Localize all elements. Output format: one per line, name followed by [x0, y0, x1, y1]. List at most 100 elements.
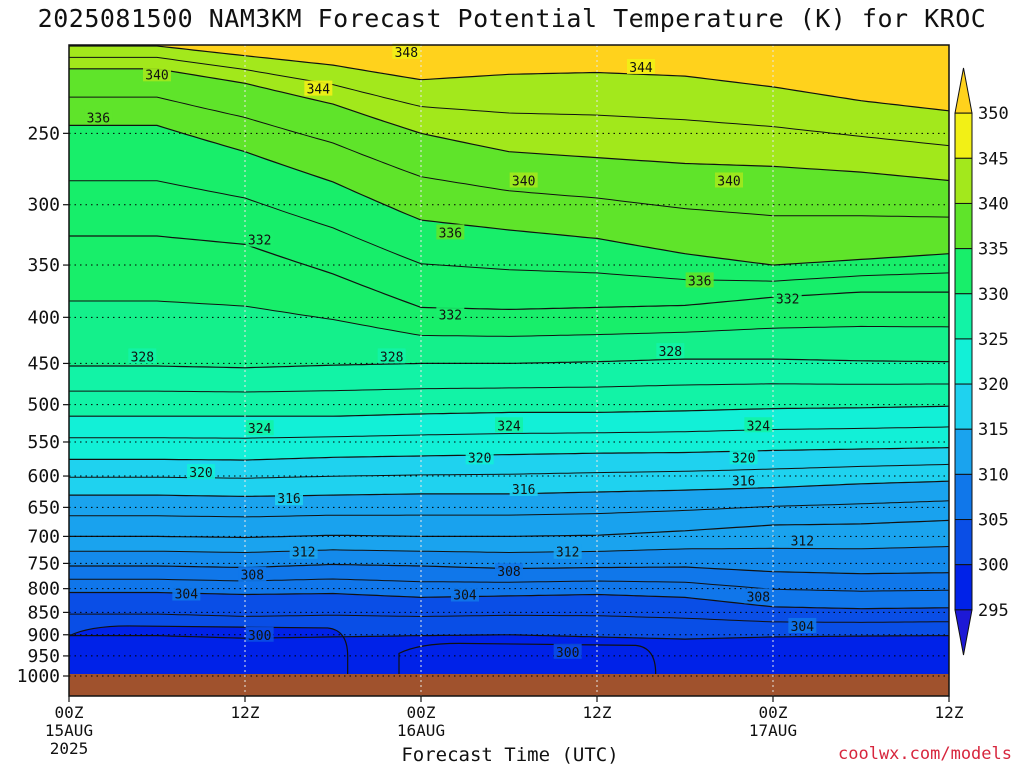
- contour-label-340: 340: [512, 174, 535, 189]
- low-theta-region-0: [69, 625, 349, 677]
- y-tick-label-1000: 1000: [17, 666, 60, 687]
- colorbar-swatch-6: [954, 338, 973, 385]
- contour-label-336: 336: [87, 111, 110, 126]
- filled-contour-bands: [69, 45, 949, 696]
- contour-label-bg-3: [451, 586, 479, 602]
- contour-line-310: [69, 546, 949, 554]
- contour-label-bg-27: [436, 224, 465, 240]
- contour-line-316: [69, 480, 949, 498]
- contour-label-340: 340: [717, 174, 740, 189]
- x-tick-date-4: 17AUG: [749, 721, 797, 740]
- band-mid-310: [69, 546, 949, 574]
- colorbar-label-325: 325: [978, 330, 1009, 350]
- contour-label-bg-2: [172, 585, 201, 601]
- contour-line-320: [69, 447, 949, 461]
- colorbar-swatch-11: [954, 564, 973, 611]
- contour-line-324: [69, 405, 949, 417]
- contour-lines: [69, 45, 949, 640]
- low-theta-region-1: [398, 642, 657, 677]
- contour-label-bg-1: [553, 643, 582, 659]
- contour-label-308: 308: [747, 590, 770, 605]
- y-tick-label-850: 850: [27, 602, 60, 623]
- contour-label-304: 304: [175, 588, 199, 603]
- contour-label-308: 308: [241, 569, 264, 584]
- contour-label-336: 336: [439, 226, 462, 241]
- x-tick-label-0: 00Z: [55, 703, 84, 722]
- contour-line-338: [69, 96, 949, 218]
- contour-line-318: [69, 463, 949, 479]
- x-tick-label-1: 12Z: [231, 703, 260, 722]
- y-tick-label-600: 600: [27, 466, 60, 487]
- x-tick-label-3: 12Z: [583, 703, 612, 722]
- contour-label-304: 304: [453, 588, 477, 603]
- colorbar-swatch-9: [954, 473, 973, 521]
- colorbar-extend-bottom: [954, 609, 973, 656]
- contour-label-bg-16: [729, 449, 758, 465]
- contour-label-bg-21: [377, 348, 406, 364]
- colorbar-swatch-1: [954, 112, 973, 159]
- contour-line-304: [69, 591, 949, 610]
- contour-line-340: [69, 68, 949, 182]
- colorbar-swatch-3: [954, 202, 973, 250]
- contour-label-bg-22: [656, 343, 685, 359]
- band-mid-314: [69, 500, 949, 538]
- contour-label-bg-18: [495, 417, 523, 433]
- y-tick-label-750: 750: [27, 553, 60, 574]
- y-tick-label-350: 350: [27, 255, 60, 276]
- y-tick-label-800: 800: [27, 579, 60, 600]
- x-tick-label-4: 00Z: [759, 703, 788, 722]
- band-mid-342: [69, 57, 949, 181]
- y-tick-label-550: 550: [27, 432, 60, 453]
- colorbar-swatch-10: [954, 519, 973, 566]
- contour-label-bg-6: [495, 563, 523, 579]
- contour-label-bg-4: [788, 617, 817, 633]
- x-tick-date-0: 15AUG: [45, 721, 93, 740]
- contour-label-bg-12: [509, 480, 538, 496]
- contour-label-328: 328: [131, 350, 154, 365]
- contour-label-bg-29: [143, 66, 171, 82]
- band-mid-338: [69, 97, 949, 266]
- credit-link[interactable]: coolwx.com/models: [838, 744, 1012, 764]
- colorbar-label-340: 340: [978, 194, 1009, 214]
- colorbar-swatch-2: [954, 157, 973, 204]
- contour-label-bg-24: [436, 306, 465, 322]
- ground-strip: [69, 674, 949, 696]
- contour-label-324: 324: [497, 419, 521, 434]
- plot-frame: [68, 44, 950, 697]
- contour-label-bg-32: [304, 80, 333, 96]
- contour-label-bg-15: [465, 449, 494, 465]
- x-tick-label-2: 00Z: [407, 703, 436, 722]
- contour-label-348: 348: [395, 46, 418, 61]
- colorbar-label-315: 315: [978, 420, 1009, 440]
- x-tick-date-2: 16AUG: [397, 721, 445, 740]
- chart-title: 2025081500 NAM3KM Forecast Potential Tem…: [37, 4, 987, 33]
- y-tick-label-950: 950: [27, 646, 60, 667]
- contour-label-bg-26: [84, 109, 113, 125]
- y-tick-label-400: 400: [27, 307, 60, 328]
- contour-line-334: [69, 180, 949, 282]
- contour-line-326: [69, 383, 949, 393]
- colorbar-swatch-8: [954, 428, 973, 475]
- contour-labels: 300 300 304 304 304 308 308 308 312 312 312 316 316 3…: [84, 43, 817, 661]
- contour-label-316: 316: [512, 483, 535, 498]
- contour-line-332: [69, 235, 949, 311]
- contour-label-bg-33: [627, 58, 655, 74]
- y-tick-label-900: 900: [27, 625, 60, 646]
- band-mid-334: [69, 180, 949, 310]
- contour-label-bg-8: [289, 543, 318, 559]
- grid-lines: [69, 45, 949, 696]
- y-tick-label-700: 700: [27, 526, 60, 547]
- contour-label-bg-19: [744, 417, 773, 433]
- colorbar-label-350: 350: [978, 104, 1009, 124]
- contour-line-336: [69, 124, 949, 266]
- axes: 2503003504004505005506006507007508008509…: [17, 44, 964, 758]
- contour-label-328: 328: [659, 345, 682, 360]
- contour-label-336: 336: [688, 274, 711, 289]
- contour-line-344: [69, 45, 949, 112]
- contour-label-bg-17: [245, 420, 274, 436]
- contour-label-320: 320: [189, 466, 212, 481]
- contour-label-316: 316: [277, 492, 300, 507]
- colorbar-label-335: 335: [978, 240, 1009, 260]
- contour-label-bg-30: [509, 172, 538, 188]
